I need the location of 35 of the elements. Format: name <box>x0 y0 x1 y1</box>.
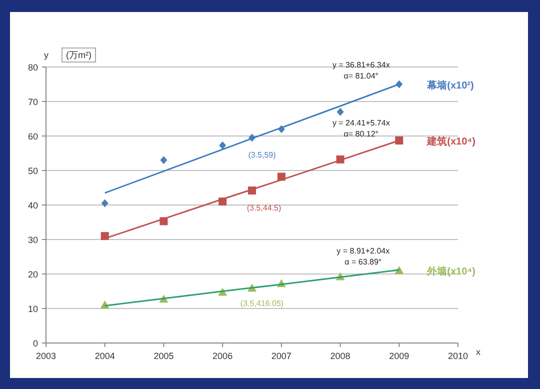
annotation: (3.5,44.5) <box>246 204 282 213</box>
y-axis-title: y <box>44 50 49 60</box>
point <box>160 156 168 164</box>
annotation: y = 24.41+5.74x α= 80.12° <box>332 118 390 138</box>
text: 外墙(x10⁴) <box>426 266 476 278</box>
annotation: (3.5,416.05) <box>240 299 284 308</box>
annotation: y = 36.81+6.34x α= 81.04° <box>332 60 390 80</box>
x-tick-label: 2004 <box>94 351 115 361</box>
x-tick-label: 2005 <box>154 351 174 361</box>
x-tick-label: 2003 <box>36 351 56 361</box>
annotation: y = 8.91+2.04x α = 63.89° <box>336 246 390 267</box>
point <box>101 199 108 208</box>
x-tick-label: 2007 <box>271 351 292 361</box>
point <box>395 136 404 144</box>
x-tick-label: 2008 <box>330 351 350 361</box>
y-tick-label: 10 <box>28 304 38 314</box>
point <box>394 266 404 274</box>
x-axis-title: x <box>476 347 481 357</box>
y-tick-label: 20 <box>28 270 38 280</box>
y-tick-label: 40 <box>28 200 38 210</box>
point <box>219 141 226 150</box>
text: (万m²) <box>66 50 92 60</box>
point <box>336 108 344 116</box>
annotation: (3.5,59) <box>248 150 276 160</box>
y-tick-label: 50 <box>28 166 38 176</box>
text: 幕墙(x10²) <box>426 79 474 92</box>
y-tick-label: 0 <box>32 338 38 348</box>
y-tick-label: 80 <box>28 62 38 72</box>
x-tick-label: 2009 <box>389 351 410 361</box>
x-tick-label: 2006 <box>212 351 233 361</box>
x-tick-label: 2010 <box>448 351 468 361</box>
y-tick-label: 30 <box>28 235 38 245</box>
y-tick-label: 70 <box>28 97 38 107</box>
y-tick-label: 60 <box>28 132 38 142</box>
text: 建筑(x10⁴) <box>426 135 476 148</box>
